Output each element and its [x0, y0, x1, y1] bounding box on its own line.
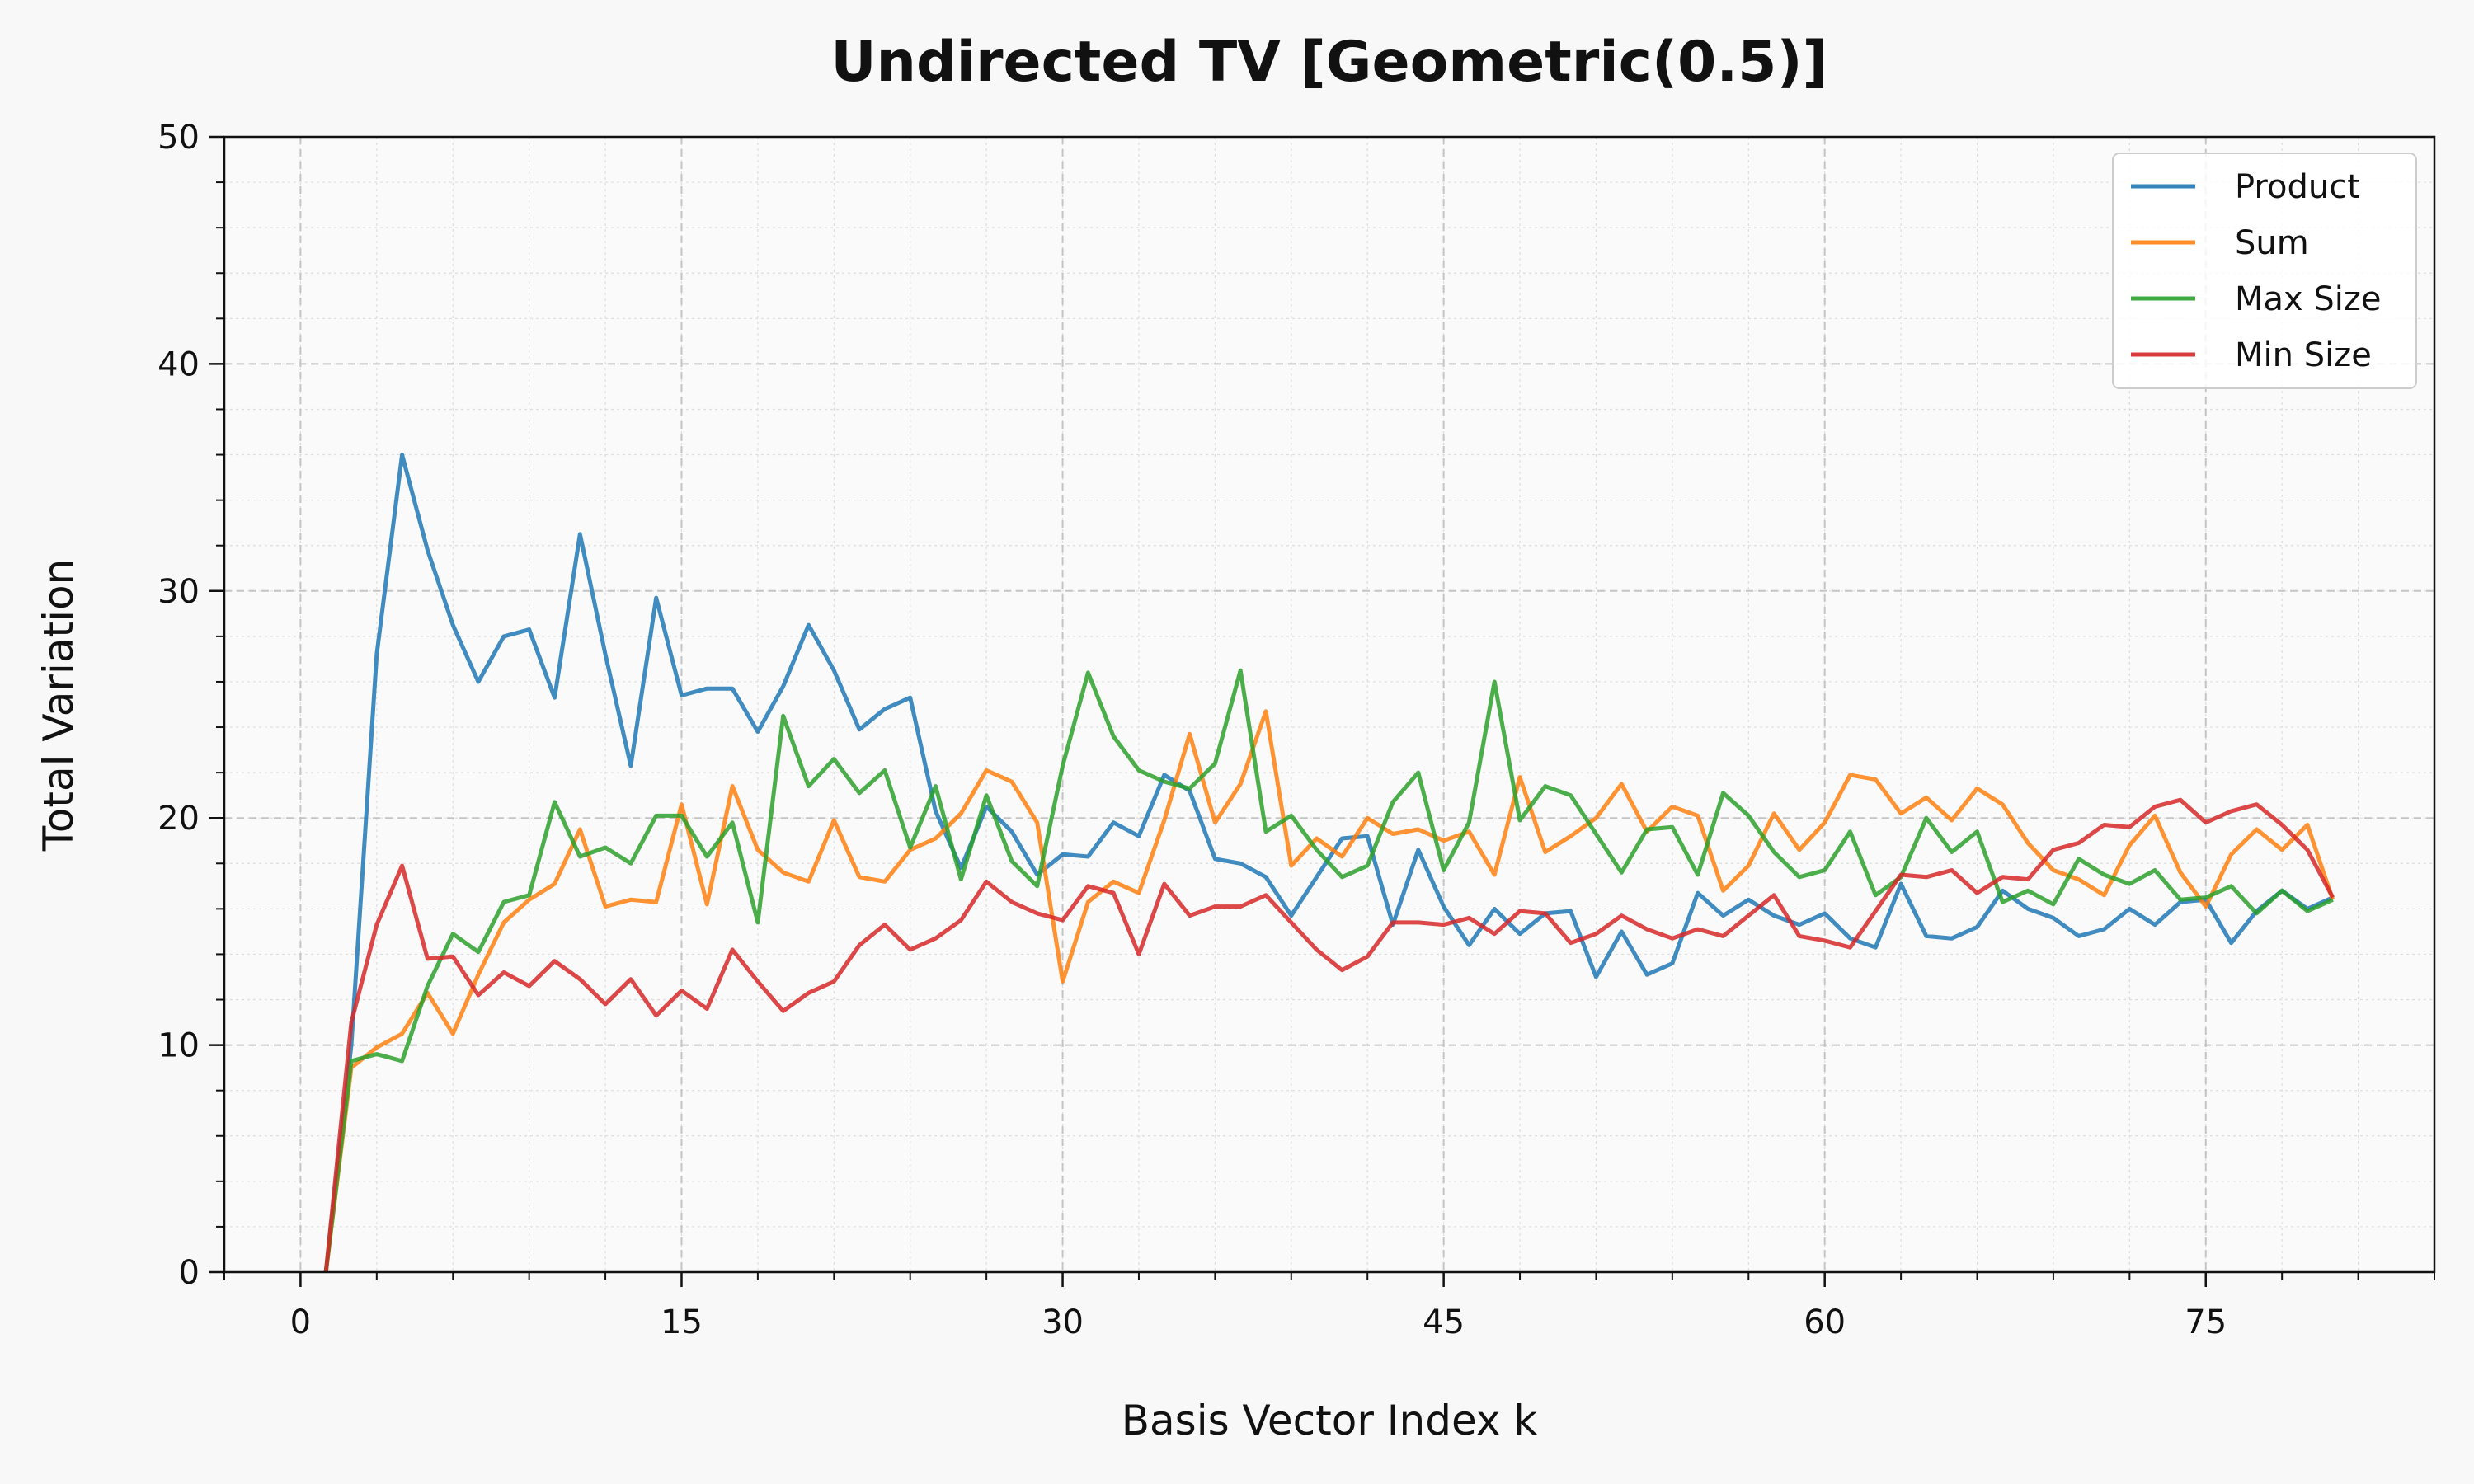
series-line-max-size	[323, 668, 2334, 1273]
legend-label-sum: Sum	[2235, 224, 2309, 262]
y-tick-label: 50	[158, 119, 200, 157]
axis-ticks	[209, 135, 2435, 1287]
y-axis-label: Total Variation	[35, 559, 82, 852]
y-tick-labels: 0 10 20 30 40 50	[158, 119, 200, 1292]
x-tick-label: 45	[1423, 1303, 1465, 1341]
y-tick-label: 40	[158, 345, 200, 383]
x-tick-label: 0	[290, 1303, 311, 1341]
x-tick-label: 30	[1042, 1303, 1084, 1341]
series-line-sum	[323, 709, 2335, 1273]
chart-title: Undirected TV [Geometric(0.5)]	[830, 30, 1827, 95]
series-lines	[323, 453, 2335, 1273]
y-tick-label: 20	[158, 800, 200, 838]
legend-box	[2112, 153, 2417, 389]
y-tick-label: 0	[179, 1254, 200, 1292]
legend-entries: Product Sum Max Size Min Size	[2131, 168, 2382, 374]
legend-label-product: Product	[2235, 168, 2360, 206]
x-tick-label: 75	[2185, 1303, 2227, 1341]
legend: Product Sum Max Size Min Size	[2112, 153, 2417, 389]
series-line-product	[323, 453, 2334, 1273]
plot-frame	[223, 135, 2436, 1274]
plot-area	[224, 137, 2434, 1272]
y-tick-label: 30	[158, 573, 200, 611]
series-line-min-size	[323, 797, 2335, 1273]
x-tick-label: 60	[1804, 1303, 1846, 1341]
x-tick-labels: 0 15 30 45 60 75	[290, 1303, 2227, 1341]
y-tick-label: 10	[158, 1027, 200, 1065]
x-tick-label: 15	[661, 1303, 703, 1341]
legend-label-min-size: Min Size	[2235, 336, 2372, 374]
x-axis-label: Basis Vector Index k	[1122, 1397, 1538, 1444]
legend-label-max-size: Max Size	[2235, 280, 2382, 318]
